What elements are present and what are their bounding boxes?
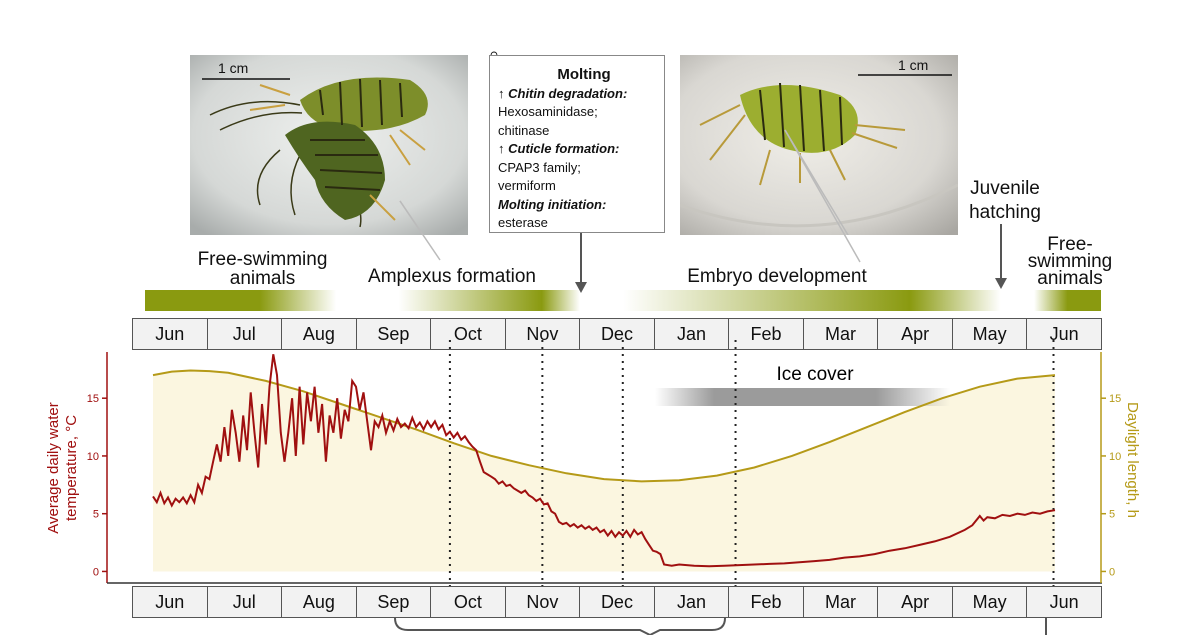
month-cell: May (952, 586, 1028, 618)
month-cell: Sep (356, 318, 432, 350)
daylight-line (152, 369, 1056, 483)
month-cell: Feb (729, 318, 804, 350)
month-cell: Mar (803, 318, 879, 350)
molting-title: Molting (557, 66, 611, 83)
molt-line: vermiform (498, 178, 556, 193)
temperature-line (152, 354, 1056, 568)
month-cell: Jan (654, 586, 730, 618)
right-axis-label: Daylight length, h (1124, 402, 1141, 518)
month-cell: Sep (356, 586, 432, 618)
molt-line: ↑ Cuticle formation: (498, 141, 620, 156)
amplexus-pointer (399, 200, 441, 261)
month-cell: Dec (580, 318, 655, 350)
month-cell: Jul (207, 586, 283, 618)
month-cell: May (952, 318, 1028, 350)
juvenile-arrow-head (995, 278, 1007, 289)
month-cell: Dec (580, 586, 655, 618)
ice-cover-label: Ice cover (776, 364, 854, 385)
molt-line: CPAP3 family; (498, 159, 581, 175)
right-tick-label: 0 (1109, 566, 1115, 578)
molt-line: chitinase (498, 122, 550, 138)
phase-amplexus: Amplexus formation (368, 266, 536, 287)
phase-embryo: Embryo development (687, 266, 867, 287)
right-scale-label: 1 cm (898, 57, 929, 73)
right-tick-label: 15 (1109, 393, 1121, 405)
month-cell: Apr (878, 586, 953, 618)
month-cell: Jun (1027, 586, 1102, 618)
temperature-daylight-chart: Ice cover 0 5 10 15 0 5 10 15 Average daily wa… (45, 340, 1141, 590)
left-tick-label: 5 (93, 509, 99, 521)
left-axis-label-line2: temperature, °C (63, 415, 80, 521)
pointer-lines (399, 129, 861, 263)
right-tick-label: 5 (1109, 509, 1115, 521)
month-cell: Apr (878, 318, 953, 350)
ice-cover-bar (655, 388, 950, 406)
left-scale-label: 1 cm (218, 60, 249, 76)
molt-line: Hexosaminidase; (498, 104, 598, 119)
amplexus-photo: 1 cm (190, 55, 468, 235)
phase-bar (145, 290, 1101, 311)
left-tick-label: 0 (93, 566, 99, 578)
right-tick-label: 10 (1109, 451, 1121, 463)
right-ticks: 0 5 10 15 (1101, 393, 1121, 578)
phase-free-swimming-left: Free-swimming animals (197, 249, 328, 289)
month-cell: Oct (431, 586, 506, 618)
month-cell: Jul (207, 318, 283, 350)
phase-free-swimming-right: Free- swimming animals (1027, 234, 1113, 289)
embryo-photo: 1 cm (680, 55, 958, 235)
month-row-top: Jun Jul Aug Sep Oct Nov Dec Jan Feb Mar … (132, 318, 1102, 350)
amplexus-photo-drawing (190, 55, 468, 235)
month-cell: Oct (431, 318, 506, 350)
left-tick-label: 10 (87, 451, 99, 463)
daylight-fill-area (153, 370, 1055, 572)
month-cell: Nov (505, 586, 581, 618)
molt-line: ↑ Chitin degradation: (498, 85, 628, 101)
left-tick-label: 15 (87, 393, 99, 405)
molt-line: Molting initiation: (498, 196, 607, 212)
bottom-bracket (394, 618, 1047, 635)
month-cell: Jun (132, 586, 208, 618)
molting-arrow-head (575, 282, 587, 293)
month-cell: Jun (1027, 318, 1102, 350)
phase-bar-graphic (145, 224, 1101, 311)
month-cell: Feb (729, 586, 804, 618)
left-ticks: 0 5 10 15 (87, 393, 107, 578)
molting-box: Molting ↑ Chitin degradation: Hexosamini… (489, 55, 665, 233)
embryo-pointer (784, 129, 861, 263)
month-cell: Mar (803, 586, 879, 618)
month-cell: Aug (282, 586, 357, 618)
left-axis-label-line1: Average daily water (45, 402, 62, 533)
month-row-bottom: Jun Jul Aug Sep Oct Nov Dec Jan Feb Mar … (132, 586, 1102, 618)
month-cell: Nov (505, 318, 581, 350)
month-cell: Aug (282, 318, 357, 350)
embryo-photo-drawing (680, 55, 958, 235)
molt-line: esterase (498, 215, 548, 230)
month-cell: Jan (654, 318, 730, 350)
phase-juvenile: Juvenile hatching (969, 178, 1041, 223)
month-cell: Jun (132, 318, 208, 350)
